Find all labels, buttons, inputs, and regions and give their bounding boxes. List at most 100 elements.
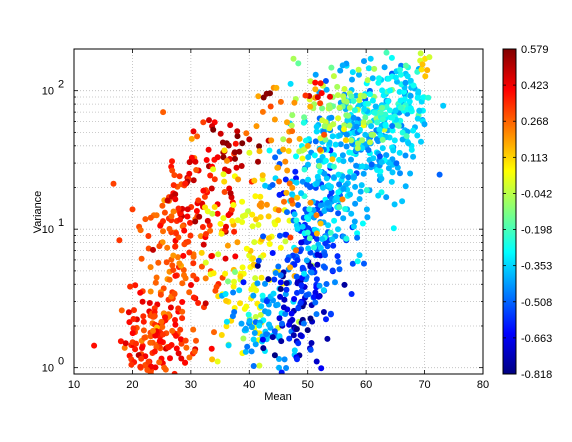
scatter-point bbox=[359, 145, 366, 151]
scatter-point bbox=[208, 185, 215, 192]
scatter-point bbox=[293, 217, 300, 224]
scatter-point bbox=[283, 189, 290, 196]
scatter-point bbox=[110, 180, 117, 187]
scatter-point bbox=[254, 262, 261, 269]
scatter-point bbox=[284, 257, 291, 263]
scatter-point bbox=[118, 307, 125, 314]
scatter-point bbox=[266, 235, 272, 242]
scatter-point bbox=[232, 140, 239, 147]
scatter-point bbox=[295, 60, 302, 67]
scatter-point bbox=[307, 78, 314, 85]
scatter-point bbox=[287, 264, 294, 271]
scatter-point bbox=[153, 212, 160, 219]
scatter-point bbox=[179, 315, 186, 322]
colorbar-tick-label: -0.198 bbox=[521, 225, 552, 237]
scatter-point bbox=[258, 274, 265, 281]
scatter-point bbox=[220, 215, 227, 222]
scatter-point bbox=[277, 279, 284, 286]
scatter-point bbox=[184, 206, 191, 213]
scatter-point bbox=[195, 300, 202, 306]
y-tick-labels: 10 0 10 1 10 2 bbox=[42, 79, 64, 375]
scatter-point bbox=[319, 105, 326, 112]
scatter-point bbox=[314, 94, 321, 101]
scatter-point bbox=[151, 348, 158, 355]
scatter-point bbox=[353, 123, 360, 130]
scatter-point bbox=[410, 82, 417, 89]
scatter-point bbox=[248, 348, 255, 355]
scatter-point bbox=[230, 289, 237, 296]
scatter-point bbox=[138, 255, 145, 262]
scatter-point bbox=[190, 272, 197, 279]
scatter-point bbox=[390, 147, 397, 154]
scatter-point bbox=[324, 335, 331, 342]
scatter-point bbox=[150, 246, 156, 253]
scatter-point bbox=[353, 92, 360, 99]
scatter-point bbox=[204, 208, 211, 215]
scatter-point bbox=[313, 230, 320, 237]
scatter-point bbox=[383, 49, 390, 56]
scatter-point bbox=[379, 116, 386, 123]
scatter-point bbox=[186, 170, 193, 177]
scatter-point bbox=[279, 320, 285, 327]
scatter-point bbox=[170, 267, 177, 273]
scatter-point bbox=[328, 114, 335, 121]
scatter-point bbox=[374, 167, 381, 173]
scatter-point bbox=[335, 226, 341, 233]
scatter-point bbox=[306, 235, 313, 242]
scatter-point bbox=[330, 242, 337, 249]
scatter-point bbox=[161, 364, 168, 371]
scatter-point bbox=[184, 213, 191, 220]
scatter-point bbox=[214, 154, 221, 161]
scatter-point bbox=[228, 206, 235, 213]
scatter-point bbox=[360, 119, 367, 126]
scatter-point bbox=[253, 123, 260, 130]
scatter-point bbox=[269, 250, 276, 256]
scatter-point bbox=[323, 281, 330, 287]
scatter-point bbox=[393, 121, 400, 128]
scatter-point bbox=[367, 139, 373, 146]
scatter-point bbox=[313, 311, 320, 318]
scatter-point bbox=[286, 180, 293, 187]
scatter-point bbox=[288, 197, 295, 204]
scatter-point bbox=[238, 163, 245, 169]
scatter-point bbox=[407, 105, 414, 112]
scatter-point bbox=[294, 289, 300, 296]
scatter-point bbox=[252, 193, 259, 200]
scatter-point bbox=[389, 114, 396, 121]
scatter-point bbox=[258, 200, 265, 207]
scatter-point bbox=[195, 197, 202, 204]
scatter-point bbox=[342, 206, 349, 212]
scatter-point bbox=[172, 317, 178, 323]
scatter-point bbox=[313, 180, 320, 187]
scatter-point bbox=[162, 314, 169, 321]
scatter-point bbox=[326, 102, 333, 109]
scatter-point bbox=[223, 297, 230, 304]
scatter-point bbox=[170, 208, 177, 215]
scatter-point bbox=[371, 65, 378, 72]
scatter-point bbox=[349, 76, 355, 83]
scatter-point bbox=[171, 172, 178, 179]
scatter-point bbox=[91, 342, 98, 349]
scatter-point bbox=[291, 296, 298, 302]
scatter-point bbox=[233, 164, 240, 171]
scatter-point bbox=[276, 178, 283, 185]
scatter-point bbox=[272, 270, 279, 276]
scatter-point bbox=[337, 67, 344, 74]
colorbar-tick-label: 0.579 bbox=[521, 44, 549, 56]
scatter-point bbox=[291, 99, 298, 106]
scatter-point bbox=[349, 260, 356, 267]
scatter-point bbox=[321, 131, 328, 138]
scatter-point bbox=[323, 175, 330, 182]
scatter-point bbox=[200, 241, 207, 248]
scatter-point bbox=[321, 123, 328, 130]
scatter-point bbox=[253, 287, 260, 294]
scatter-point bbox=[311, 152, 318, 159]
scatter-point bbox=[127, 283, 134, 290]
scatter-point bbox=[156, 359, 163, 366]
scatter-point bbox=[168, 213, 175, 220]
scatter-point bbox=[276, 356, 282, 362]
scatter-point bbox=[137, 363, 144, 370]
scatter-point bbox=[190, 294, 197, 301]
scatter-point bbox=[359, 220, 366, 227]
scatter-point bbox=[286, 321, 293, 328]
